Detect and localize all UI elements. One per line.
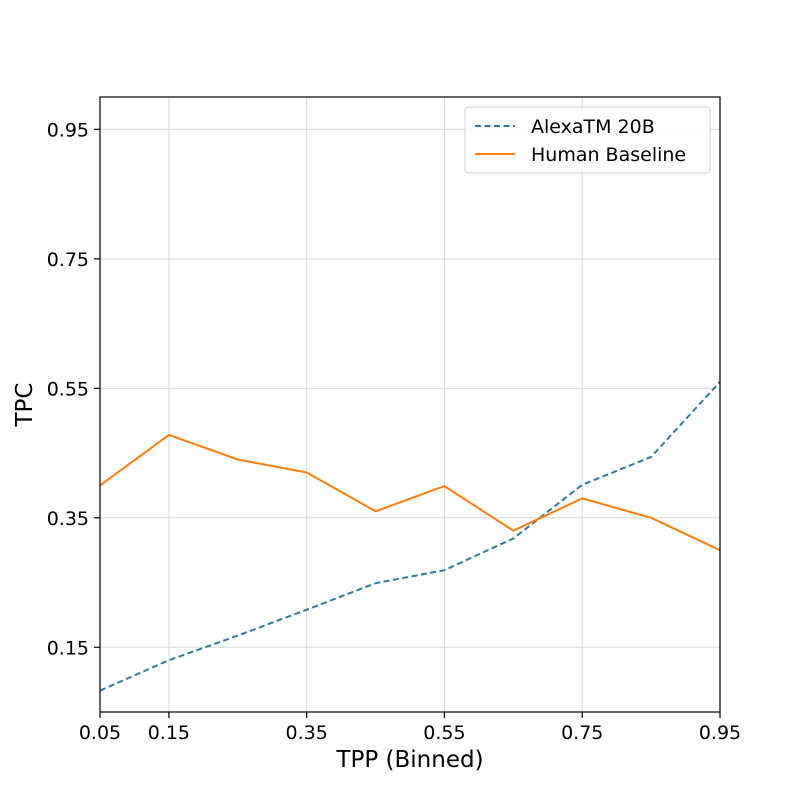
series-line-human-baseline: [99, 433, 721, 552]
y-tick-label: 0.15: [47, 637, 89, 659]
legend-label: Human Baseline: [531, 144, 686, 166]
y-tick-label: 0.35: [47, 508, 89, 530]
x-tick-label: 0.75: [561, 722, 603, 744]
series-layer: [99, 381, 721, 692]
x-tick-label: 0.95: [699, 722, 741, 744]
x-tick-label: 0.05: [79, 722, 121, 744]
x-tick-label: 0.35: [286, 722, 328, 744]
legend-label: AlexaTM 20B: [531, 116, 655, 138]
x-tick-label: 0.15: [148, 722, 190, 744]
y-axis-label: TPC: [12, 383, 38, 428]
y-tick-label: 0.95: [47, 119, 89, 141]
ticks: 0.05 0.15 0.35 0.55 0.75 0.95 0.15 0.35 0.55 0.75…: [47, 119, 741, 744]
x-tick-label: 0.55: [423, 722, 465, 744]
y-tick-label: 0.75: [47, 249, 89, 271]
x-axis-label: TPP (Binned): [335, 747, 483, 773]
plot-frame: [99, 96, 721, 713]
y-tick-label: 0.55: [47, 378, 89, 400]
legend: AlexaTM 20B Human Baseline: [464, 106, 711, 174]
legend-box: [464, 106, 711, 174]
series-line-alexatm-20b: [99, 381, 721, 692]
grid: [99, 97, 721, 712]
